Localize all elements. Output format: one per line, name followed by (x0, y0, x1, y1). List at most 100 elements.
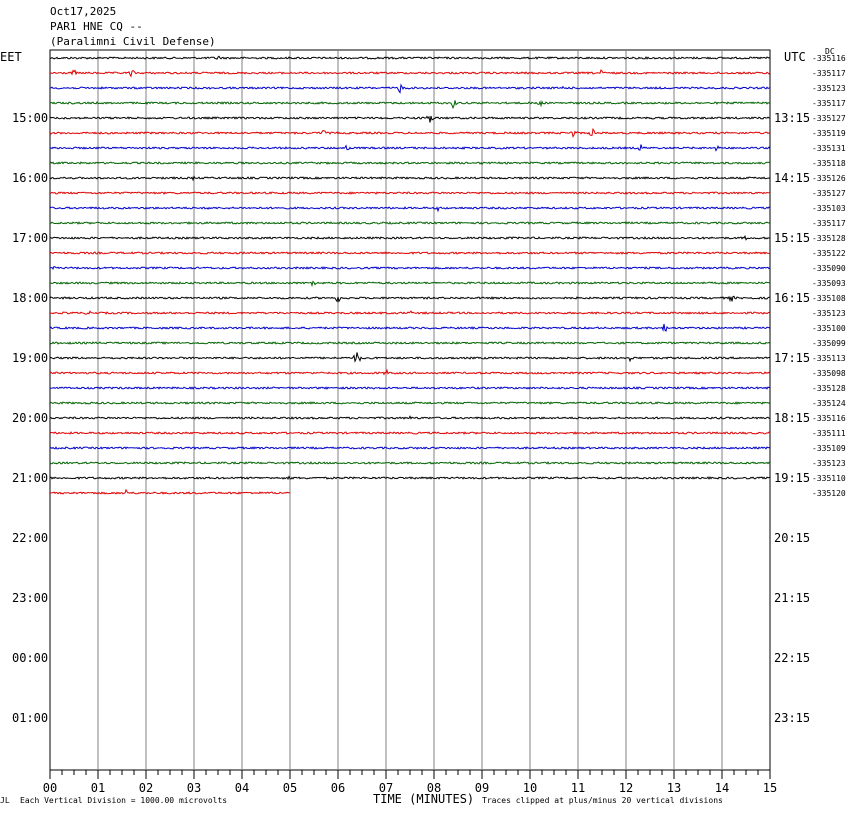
right-hour-label: 18:15 (774, 411, 810, 425)
seismic-trace (49, 266, 771, 271)
right-hour-label: 23:15 (774, 711, 810, 725)
seismic-trace (49, 475, 771, 481)
dc-offset-label: -335110 (812, 474, 846, 483)
clipping-note: Traces clipped at plus/minus 20 vertical… (482, 796, 723, 805)
seismic-trace (49, 55, 771, 60)
dc-offset-label: -335098 (812, 369, 846, 378)
left-hour-label: 15:00 (12, 111, 48, 125)
right-timezone-label: UTC (784, 50, 806, 64)
location-label: (Paralimni Civil Defense) (50, 35, 216, 48)
date-label: Oct17,2025 (50, 5, 117, 18)
seismic-trace (50, 280, 771, 288)
x-tick-label: 14 (715, 781, 729, 795)
right-hour-label: 21:15 (774, 591, 810, 605)
seismic-trace (49, 386, 771, 390)
seismic-trace (49, 175, 771, 182)
left-timezone-label: EET (0, 50, 22, 64)
seismic-trace (49, 415, 770, 420)
x-tick-label: 12 (619, 781, 633, 795)
dc-label: DC (825, 47, 835, 56)
dc-offset-label: -335123 (812, 84, 846, 93)
left-hour-label: 19:00 (12, 351, 48, 365)
x-tick-label: 03 (187, 781, 201, 795)
dc-offset-label: -335126 (812, 174, 846, 183)
x-tick-label: 07 (379, 781, 393, 795)
seismic-trace (49, 368, 771, 376)
x-tick-label: 05 (283, 781, 297, 795)
station-label: PAR1 HNE CQ -- (50, 20, 143, 33)
dc-offset-label: -335128 (812, 384, 846, 393)
x-tick-label: 02 (139, 781, 153, 795)
right-hour-label: 17:15 (774, 351, 810, 365)
dc-offset-label: -335116 (812, 414, 846, 423)
seismic-trace (49, 234, 771, 241)
right-hour-label: 15:15 (774, 231, 810, 245)
dc-offset-label: -335119 (812, 129, 846, 138)
dc-offset-label: -335090 (812, 264, 846, 273)
seismic-trace (49, 206, 771, 213)
plot-frame (49, 49, 771, 771)
seismic-trace (49, 251, 771, 255)
dc-offset-label: -335117 (812, 69, 846, 78)
seismic-trace (49, 191, 771, 195)
seismic-trace (49, 310, 771, 315)
seismic-trace (49, 100, 771, 110)
x-axis-title: TIME (MINUTES) (373, 792, 474, 806)
right-hour-label: 20:15 (774, 531, 810, 545)
seismic-trace (49, 431, 771, 435)
seismic-trace (49, 144, 771, 152)
seismic-trace (49, 341, 771, 345)
dc-offset-label: -335131 (812, 144, 846, 153)
x-tick-label: 13 (667, 781, 681, 795)
right-hour-label: 16:15 (774, 291, 810, 305)
x-tick-label: 09 (475, 781, 489, 795)
dc-offset-label: -335124 (812, 399, 846, 408)
dc-offset-label: -335120 (812, 489, 846, 498)
dc-offset-label: -335111 (812, 429, 846, 438)
seismic-trace (49, 295, 771, 303)
left-hour-label: 17:00 (12, 231, 48, 245)
x-tick-label: 15 (763, 781, 777, 795)
dc-offset-label: -335127 (812, 114, 846, 123)
dc-offset-label: -335117 (812, 219, 846, 228)
x-tick-label: 00 (43, 781, 57, 795)
right-hour-label: 19:15 (774, 471, 810, 485)
seismic-trace (49, 488, 291, 495)
left-hour-label: 23:00 (12, 591, 48, 605)
seismic-trace (49, 401, 771, 405)
dc-offset-label: -335123 (812, 459, 846, 468)
corner-label: JL (0, 796, 10, 805)
left-hour-label: 21:00 (12, 471, 48, 485)
seismic-trace (49, 127, 771, 138)
x-tick-label: 01 (91, 781, 105, 795)
left-hour-label: 00:00 (12, 651, 48, 665)
dc-offset-label: -335116 (812, 54, 846, 63)
dc-offset-label: -335117 (812, 99, 846, 108)
dc-offset-label: -335103 (812, 204, 846, 213)
x-tick-label: 04 (235, 781, 249, 795)
seismic-trace (49, 161, 771, 166)
seismic-trace (49, 221, 771, 225)
dc-offset-label: -335100 (812, 324, 846, 333)
left-hour-label: 18:00 (12, 291, 48, 305)
dc-offset-label: -335109 (812, 444, 846, 453)
dc-offset-label: -335118 (812, 159, 846, 168)
seismic-trace (49, 115, 770, 123)
dc-offset-label: -335099 (812, 339, 846, 348)
dc-offset-label: -335123 (812, 309, 846, 318)
dc-offset-label: -335127 (812, 189, 846, 198)
dc-offset-label: -335122 (812, 249, 846, 258)
left-hour-label: 01:00 (12, 711, 48, 725)
dc-offset-label: -335113 (812, 354, 846, 363)
x-tick-label: 08 (427, 781, 441, 795)
left-hour-label: 20:00 (12, 411, 48, 425)
dc-offset-label: -335093 (812, 279, 846, 288)
left-hour-label: 16:00 (12, 171, 48, 185)
dc-offset-label: -335108 (812, 294, 846, 303)
seismic-trace (49, 83, 771, 94)
vertical-division-note: Each Vertical Division = 1000.00 microvo… (20, 796, 227, 805)
right-hour-label: 14:15 (774, 171, 810, 185)
seismic-trace (49, 323, 771, 332)
right-hour-label: 13:15 (774, 111, 810, 125)
